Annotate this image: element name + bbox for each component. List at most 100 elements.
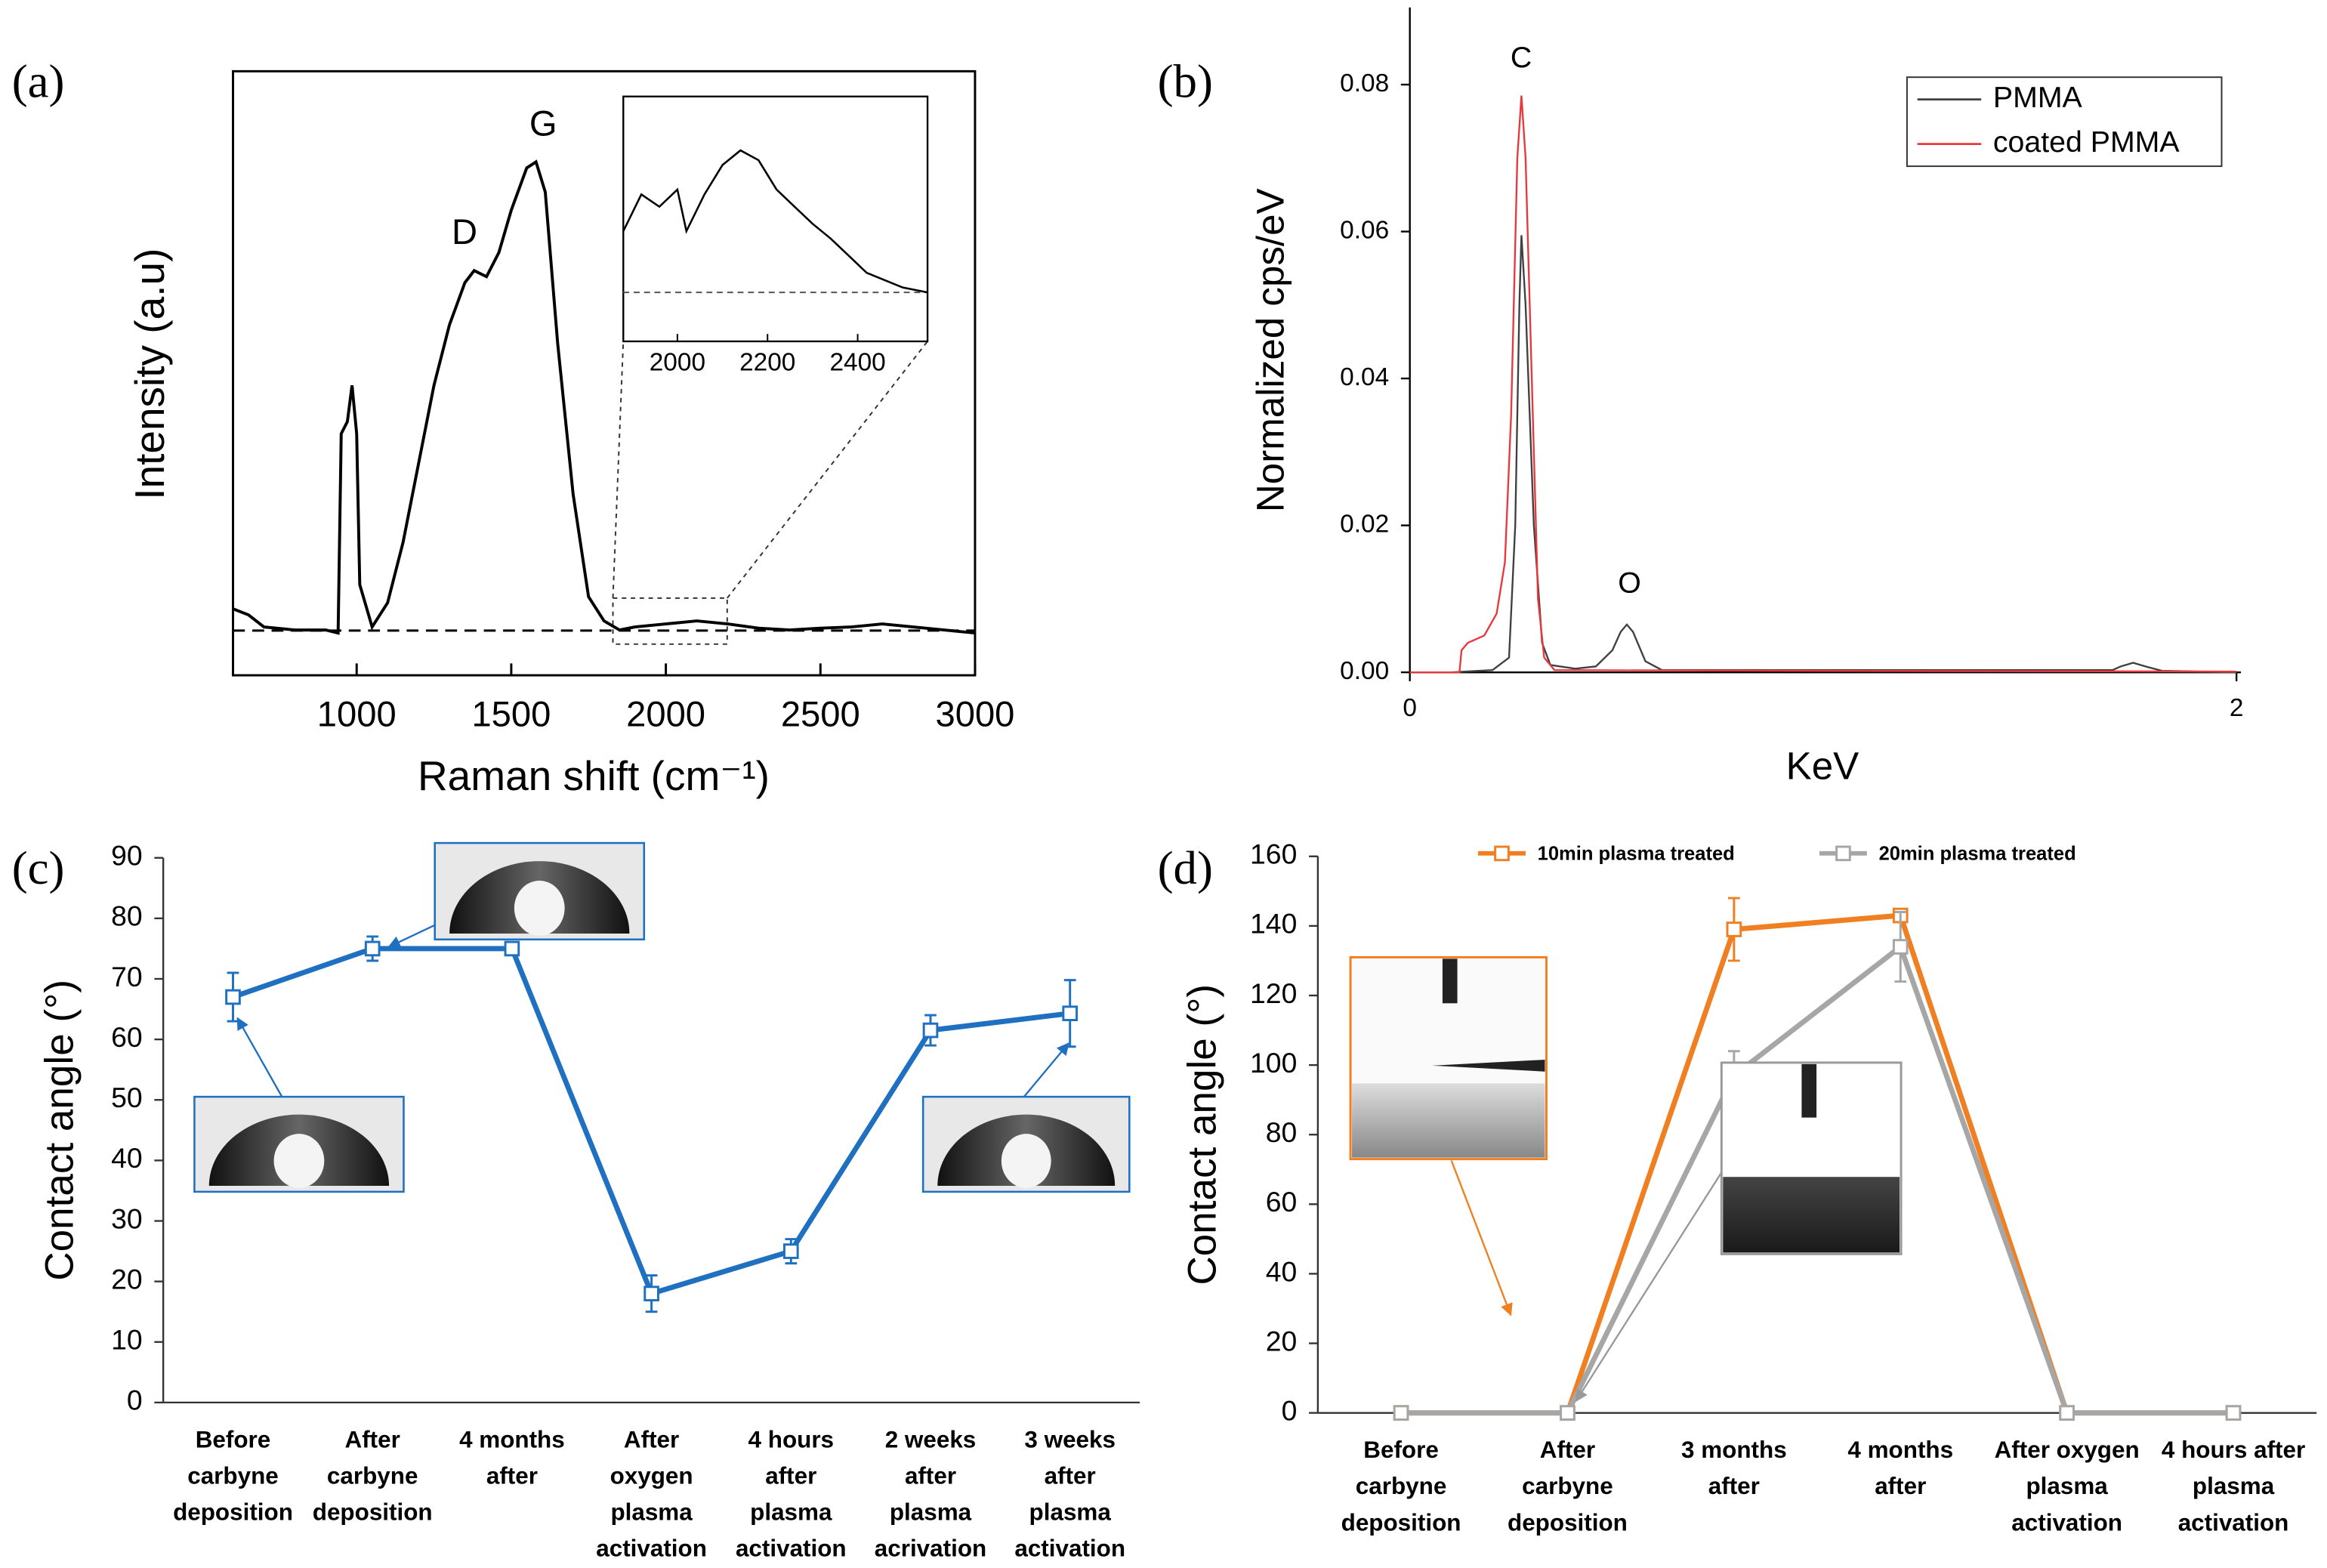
x-tick-label: 1000 [317, 694, 397, 734]
zoom-connector [612, 341, 625, 598]
x-tick-label: After [345, 1426, 400, 1452]
x-tick-label: After oxygen [1995, 1437, 2140, 1463]
panel-label: (d) [1158, 841, 1213, 894]
x-tick-label: plasma [750, 1499, 832, 1526]
y-axis-label: Intensity (a.u) [126, 248, 173, 500]
surface [1352, 1083, 1545, 1158]
x-tick-label: after [1708, 1473, 1760, 1499]
y-tick-label: 80 [111, 900, 143, 932]
legend-label: PMMA [1993, 81, 2083, 114]
x-tick-label: carbyne [187, 1462, 279, 1489]
panel-label: (c) [12, 841, 65, 894]
annotation: C [1511, 41, 1532, 74]
x-tick-label: plasma [2026, 1473, 2108, 1499]
y-tick-label: 50 [111, 1082, 143, 1113]
x-tick-label: 4 hours [748, 1426, 835, 1452]
x-tick-label: After [624, 1426, 679, 1452]
spectrum-line [1409, 235, 2237, 674]
annotation: D [452, 211, 477, 252]
zoom-connector [727, 341, 928, 599]
x-tick-label: After [1540, 1437, 1595, 1463]
marker [364, 940, 381, 957]
marker [1560, 1405, 1576, 1421]
droplet-highlight [514, 881, 565, 936]
x-tick-label: plasma [2193, 1473, 2275, 1499]
y-tick-label: 40 [111, 1142, 143, 1174]
annotation: O [1618, 566, 1641, 600]
legend-label: 10min plasma treated [1538, 844, 1735, 865]
inset-x-tick-label: 2000 [650, 348, 705, 376]
y-tick-label: 0.08 [1340, 69, 1389, 97]
y-tick-label: 160 [1250, 838, 1297, 870]
y-tick-label: 0 [1282, 1394, 1298, 1426]
x-tick-label: deposition [1341, 1509, 1461, 1536]
legend-label: coated PMMA [1993, 125, 2180, 159]
legend-label: 20min plasma treated [1879, 844, 2076, 865]
x-tick-label: 4 hours after [2162, 1437, 2305, 1463]
x-tick-label: activation [596, 1536, 707, 1562]
x-tick-label: after [905, 1462, 956, 1489]
x-tick-label: 1500 [471, 694, 551, 734]
inset-arrow [1575, 1171, 1723, 1403]
y-axis-label: Normalized cps/eV [1248, 188, 1292, 512]
legend-box [1906, 76, 2223, 168]
marker [504, 940, 520, 957]
y-axis-label: Contact angle (°) [38, 980, 82, 1281]
x-tick-label: 4 months [1847, 1437, 1953, 1463]
inset-x-tick-label: 2200 [739, 348, 795, 376]
marker [922, 1022, 939, 1039]
x-tick-label: 3 weeks [1024, 1426, 1116, 1452]
x-tick-label: 3000 [936, 694, 1015, 734]
x-tick-label: oxygen [610, 1462, 693, 1489]
annotation: G [529, 103, 557, 144]
marker [643, 1286, 659, 1301]
y-tick-label: 0.00 [1340, 657, 1389, 685]
surface [1723, 1177, 1900, 1253]
inset-arrow [1023, 1042, 1069, 1097]
legend-marker [1835, 845, 1851, 862]
droplet-highlight [273, 1134, 325, 1188]
y-tick-label: 60 [1266, 1186, 1298, 1218]
inset-x-tick-label: 2400 [829, 348, 885, 376]
y-tick-label: 70 [111, 961, 143, 992]
x-tick-label: activation [736, 1536, 847, 1562]
x-tick-label: plasma [890, 1499, 972, 1526]
x-tick-label: after [486, 1462, 538, 1489]
marker [1393, 1405, 1409, 1421]
marker [1062, 1005, 1079, 1021]
spectrum-line [1409, 95, 2237, 674]
y-tick-label: 40 [1266, 1255, 1298, 1287]
inset-frame [622, 95, 929, 343]
y-tick-label: 80 [1266, 1116, 1298, 1148]
y-tick-label: 30 [111, 1202, 143, 1234]
x-tick-label: 4 months [459, 1426, 565, 1452]
x-tick-label: deposition [1508, 1509, 1628, 1536]
y-tick-label: 60 [111, 1021, 143, 1053]
x-tick-label: carbyne [1356, 1473, 1447, 1499]
marker [225, 989, 241, 1005]
marker [1726, 921, 1742, 937]
series-line [1401, 942, 2234, 1416]
x-tick-label: deposition [313, 1499, 433, 1526]
inset-arrow [236, 1017, 283, 1097]
panel-label: (b) [1158, 54, 1213, 107]
y-tick-label: 90 [111, 840, 143, 872]
x-tick-label: plasma [610, 1499, 693, 1526]
x-tick-label: 2500 [781, 694, 860, 734]
y-tick-label: 0.02 [1340, 510, 1389, 538]
x-axis-label: KeV [1786, 744, 1859, 787]
x-tick-label: Before [196, 1426, 271, 1452]
spectrum-line [232, 159, 976, 635]
marker [2225, 1405, 2242, 1421]
zoom-box [612, 597, 728, 645]
x-tick-label: activation [2178, 1509, 2289, 1536]
x-tick-label: activation [1014, 1536, 1125, 1562]
x-tick-label: acrivation [875, 1536, 986, 1562]
y-tick-label: 100 [1250, 1047, 1297, 1079]
y-tick-label: 10 [111, 1324, 143, 1356]
x-tick-label: after [765, 1462, 816, 1489]
x-tick-label: 2 [2230, 694, 2244, 722]
droplet-edge [1432, 1059, 1545, 1072]
marker [2059, 1405, 2075, 1421]
